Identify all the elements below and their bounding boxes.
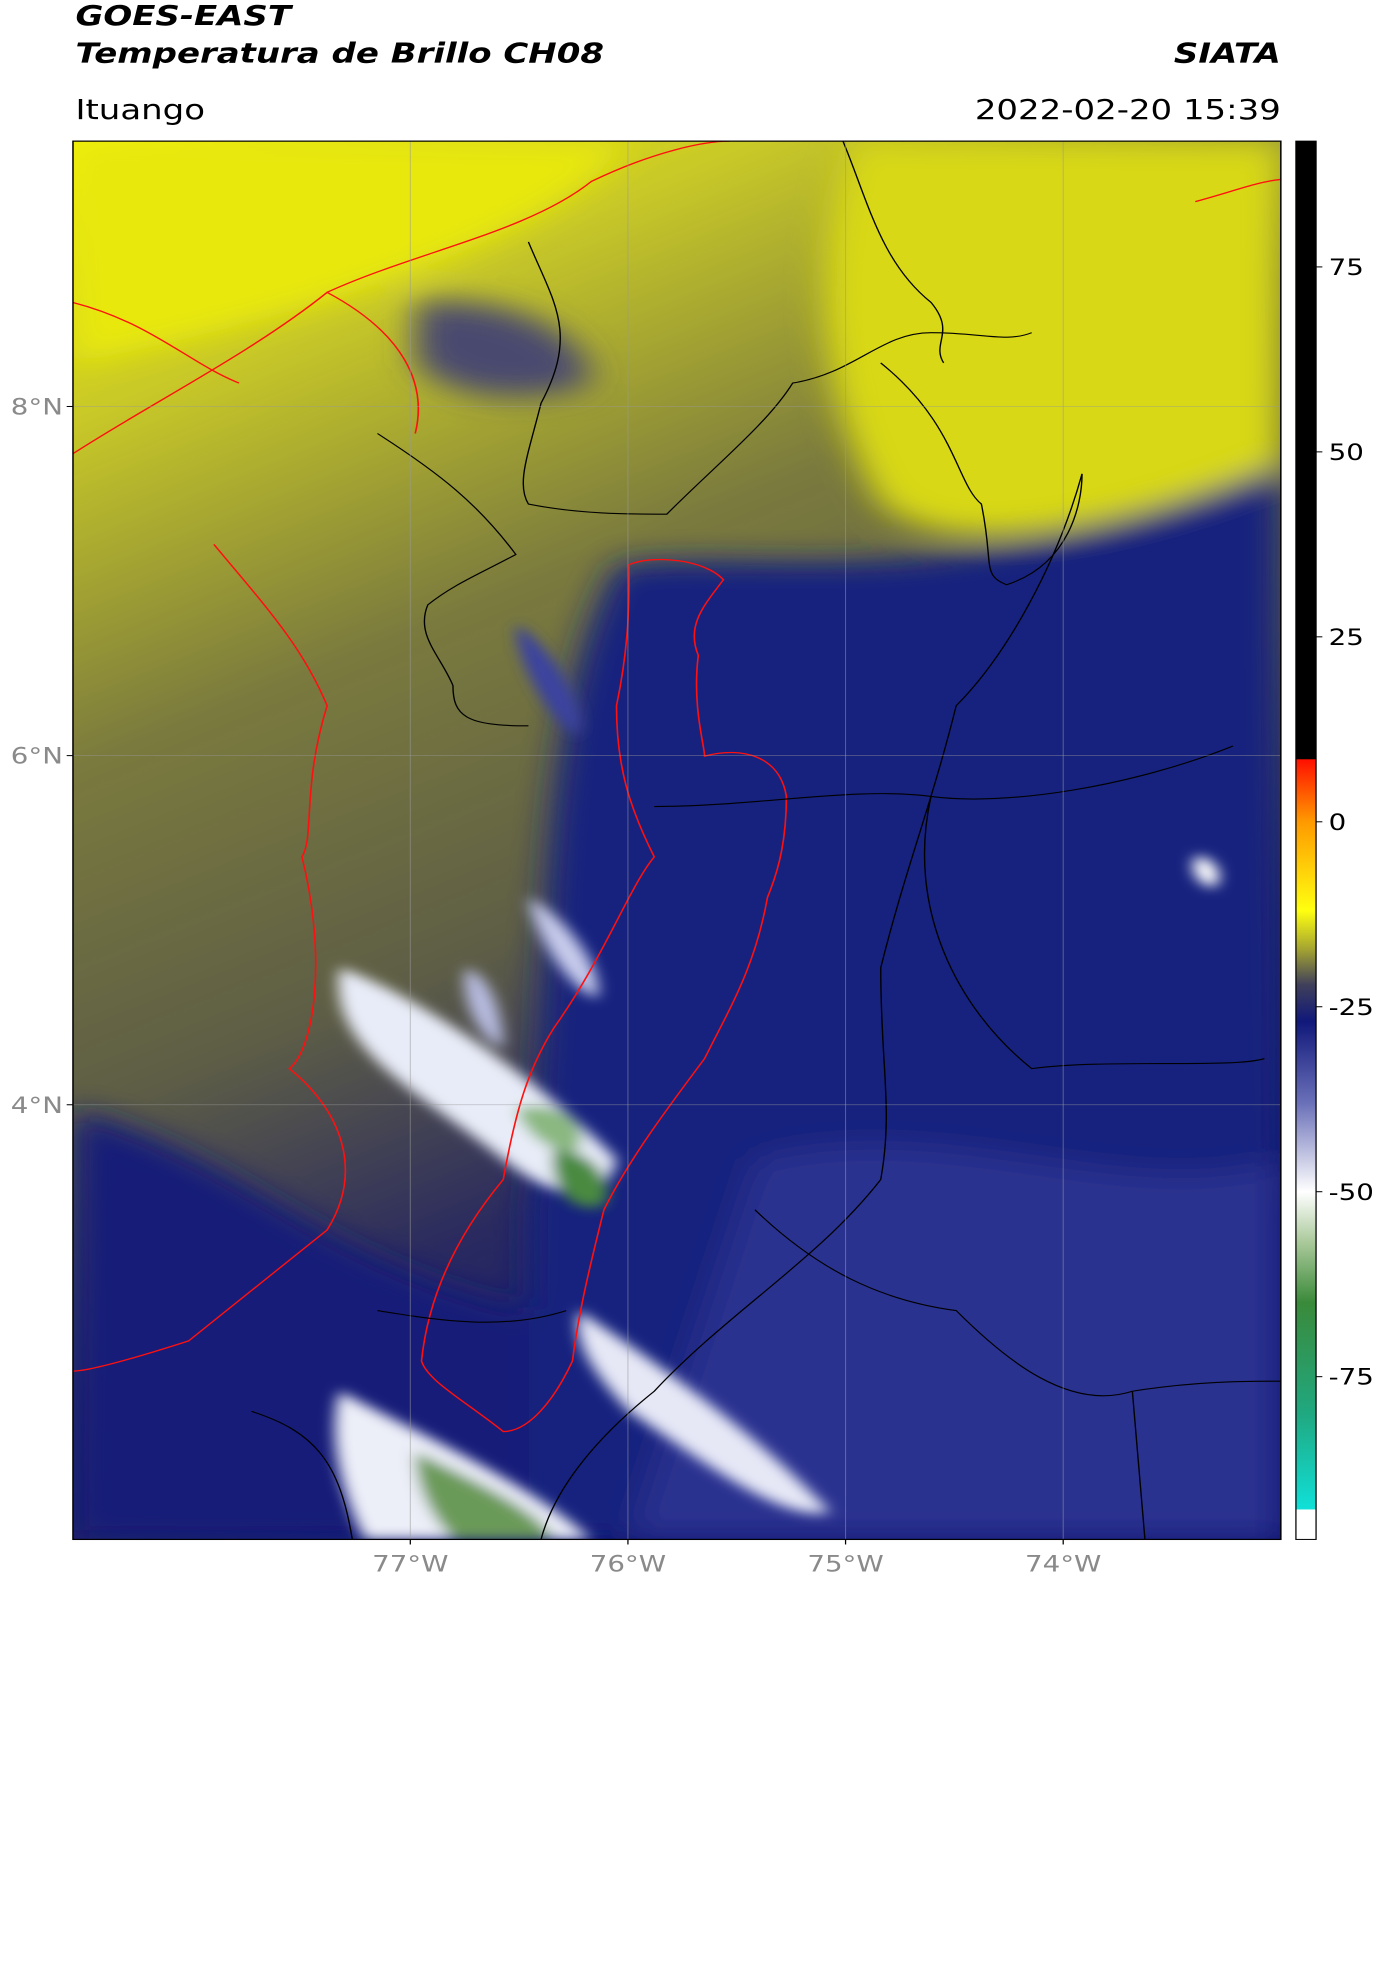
satellite-image (72, 141, 1281, 1540)
colorbar-tick-label: 0 (1329, 810, 1347, 836)
lat-label: 8°N (11, 394, 63, 420)
map-frame (72, 140, 1282, 1541)
colorbar-tick-label: -50 (1329, 1179, 1374, 1205)
lon-label: 74°W (1025, 1551, 1101, 1577)
region-label: Ituango (75, 94, 205, 126)
colorbar-scale (1295, 140, 1317, 1540)
colorbar-tick-label: 50 (1329, 440, 1364, 466)
axis-labels: 8°N 6°N 4°N 77°W 76°W 75°W 74°W (11, 394, 1102, 1577)
colorbar: 75 50 25 0 -25 -50 -75 (1295, 140, 1374, 1540)
lon-label: 76°W (590, 1551, 666, 1577)
colorbar-tick-label: 25 (1329, 625, 1364, 651)
agency-label: SIATA (1174, 38, 1281, 70)
product-title: Temperatura de Brillo CH08 (75, 38, 604, 70)
timestamp-label: 2022-02-20 15:39 (975, 94, 1281, 126)
lon-label: 77°W (372, 1551, 448, 1577)
lat-label: 4°N (11, 1092, 63, 1118)
lon-label: 75°W (807, 1551, 883, 1577)
colorbar-tick-label: -25 (1329, 994, 1374, 1020)
lat-label: 6°N (11, 743, 63, 769)
satellite-title: GOES-EAST (75, 0, 294, 32)
colorbar-tick-label: 75 (1329, 255, 1364, 281)
colorbar-tick-label: -75 (1329, 1364, 1374, 1390)
